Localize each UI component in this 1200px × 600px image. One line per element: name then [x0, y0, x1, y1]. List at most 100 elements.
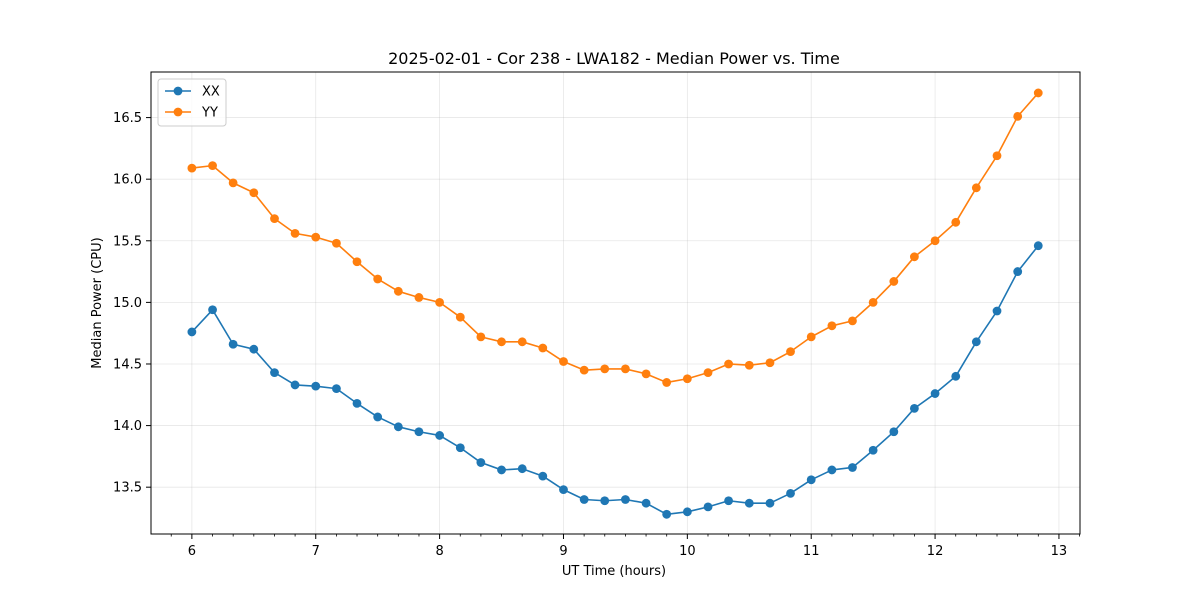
- data-point-xx: [559, 485, 568, 495]
- x-tick-label: 8: [435, 544, 443, 559]
- x-tick-label: 9: [559, 544, 567, 559]
- data-point-xx: [806, 475, 816, 485]
- legend-label-xx: XX: [202, 85, 220, 100]
- data-point-xx: [208, 305, 217, 315]
- x-axis-label: UT Time (hours): [562, 564, 666, 579]
- data-point-xx: [951, 371, 961, 381]
- data-point-yy: [848, 316, 857, 326]
- data-point-yy: [1013, 111, 1023, 121]
- y-tick-label: 14.5: [113, 357, 142, 372]
- data-point-yy: [476, 332, 486, 342]
- data-point-yy: [497, 337, 506, 347]
- data-point-xx: [332, 384, 341, 394]
- data-point-xx: [414, 427, 424, 437]
- data-point-yy: [909, 252, 919, 262]
- y-tick-label: 15.0: [113, 296, 142, 311]
- data-point-xx: [1013, 267, 1023, 276]
- data-point-yy: [889, 277, 899, 286]
- legend-label-yy: YY: [201, 106, 218, 121]
- chart-title: 2025-02-01 - Cor 238 - LWA182 - Median P…: [388, 49, 840, 68]
- data-point-yy: [517, 337, 527, 347]
- data-point-yy: [414, 293, 424, 302]
- data-point-xx: [393, 422, 403, 432]
- legend: XX YY: [157, 78, 227, 127]
- data-point-xx: [270, 368, 279, 378]
- data-point-yy: [682, 374, 692, 384]
- data-point-yy: [951, 217, 961, 227]
- data-point-xx: [848, 463, 857, 472]
- data-point-xx: [187, 327, 197, 337]
- data-point-yy: [600, 364, 610, 374]
- data-point-xx: [765, 498, 775, 508]
- data-point-yy: [992, 151, 1002, 161]
- data-point-yy: [621, 364, 630, 374]
- y-axis: 13.5 14.0 14.5 15.0 15.5 16.0 16.5: [113, 111, 151, 496]
- data-point-yy: [744, 360, 754, 370]
- data-point-xx: [930, 389, 940, 398]
- data-point-xx: [311, 381, 321, 391]
- data-point-xx: [249, 344, 259, 354]
- series-yy: [187, 88, 1043, 387]
- y-tick-label: 16.0: [113, 173, 142, 188]
- data-point-xx: [497, 465, 506, 475]
- data-point-yy: [373, 274, 383, 284]
- data-point-yy: [187, 163, 197, 173]
- data-point-yy: [703, 368, 713, 378]
- data-point-yy: [724, 359, 733, 369]
- data-point-xx: [744, 498, 754, 508]
- data-point-xx: [662, 509, 672, 519]
- x-tick-label: 12: [927, 544, 944, 559]
- data-point-yy: [311, 232, 321, 242]
- data-point-yy: [662, 378, 672, 387]
- series-layer: [187, 88, 1043, 519]
- data-point-yy: [249, 188, 259, 198]
- legend-marker-xx: [173, 86, 183, 96]
- data-point-yy: [806, 332, 816, 342]
- data-point-xx: [889, 427, 899, 437]
- data-point-yy: [930, 236, 940, 246]
- data-point-xx: [971, 337, 981, 347]
- series-xx: [187, 241, 1043, 519]
- x-tick-label: 10: [679, 544, 696, 559]
- data-point-yy: [868, 297, 878, 307]
- data-point-xx: [373, 412, 383, 422]
- data-point-yy: [208, 161, 217, 171]
- data-point-yy: [393, 286, 403, 296]
- y-tick-label: 14.0: [113, 419, 142, 434]
- data-point-xx: [786, 488, 795, 498]
- x-tick-label: 13: [1051, 544, 1068, 559]
- data-point-yy: [1033, 88, 1043, 98]
- data-point-yy: [559, 357, 568, 366]
- data-point-xx: [538, 471, 548, 481]
- data-point-xx: [703, 502, 713, 512]
- data-point-yy: [290, 228, 300, 238]
- legend-item-xx: XX: [165, 85, 220, 100]
- data-point-yy: [827, 321, 837, 331]
- data-point-xx: [455, 443, 465, 453]
- data-point-xx: [228, 339, 238, 349]
- data-point-xx: [909, 403, 919, 413]
- data-point-yy: [228, 178, 238, 188]
- grid: [151, 72, 1080, 534]
- data-point-yy: [579, 365, 589, 375]
- data-point-yy: [352, 257, 362, 267]
- x-tick-label: 11: [803, 544, 820, 559]
- y-axis-label: Median Power (CPU): [90, 237, 105, 368]
- plot-frame: [150, 71, 1081, 535]
- data-point-yy: [455, 312, 465, 322]
- data-point-yy: [786, 347, 795, 357]
- data-point-xx: [352, 399, 362, 408]
- data-point-yy: [765, 358, 775, 368]
- data-point-xx: [476, 458, 486, 467]
- data-point-xx: [827, 465, 837, 475]
- data-point-xx: [682, 507, 692, 517]
- data-point-yy: [270, 214, 279, 224]
- y-tick-label: 16.5: [113, 111, 142, 126]
- x-tick-label: 7: [312, 544, 320, 559]
- data-point-xx: [517, 464, 527, 474]
- data-point-xx: [868, 445, 878, 455]
- data-point-xx: [290, 380, 300, 390]
- data-point-xx: [600, 496, 610, 506]
- data-point-xx: [579, 495, 589, 504]
- data-point-yy: [971, 183, 981, 193]
